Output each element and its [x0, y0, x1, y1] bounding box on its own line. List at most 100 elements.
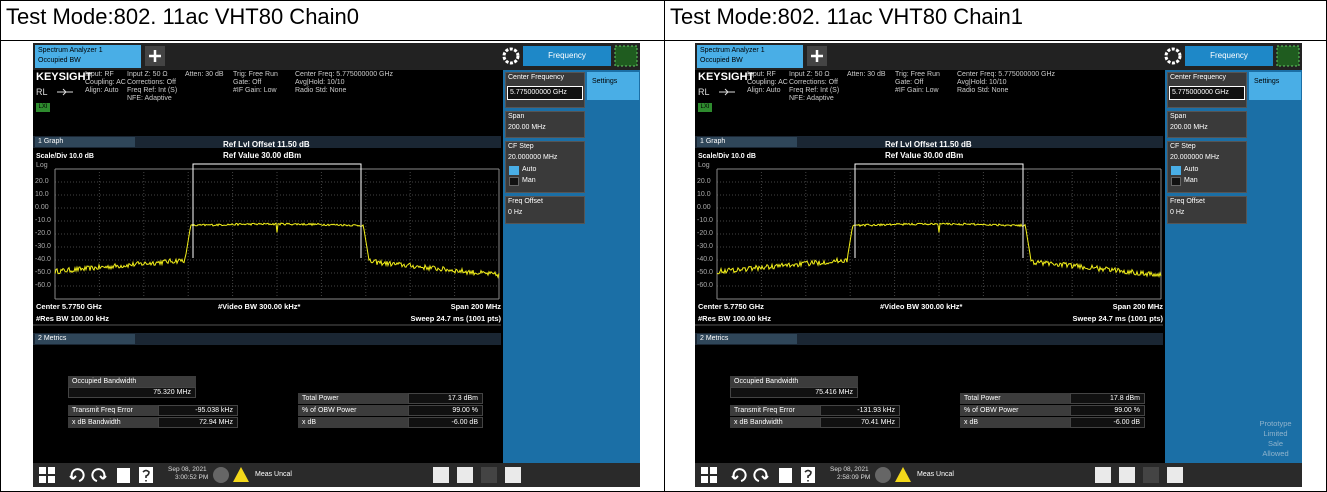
info-text: Input Z: 50 Ω	[789, 71, 830, 78]
menu-button: Frequency	[523, 46, 611, 66]
side-label: Center Frequency	[508, 74, 564, 81]
status-text: Meas Uncal	[917, 471, 954, 478]
metric-value: -131.93 kHz	[820, 405, 900, 416]
y-label: -30.0	[35, 243, 51, 250]
side-label: CF Step	[1170, 143, 1196, 150]
menu-button: Frequency	[1185, 46, 1273, 66]
y-label: -20.0	[697, 230, 713, 237]
undo-icon	[732, 469, 746, 481]
redo-icon	[754, 469, 768, 481]
metrics-tab: 2 Metrics	[35, 334, 135, 344]
info-text: Coupling: AC	[85, 79, 126, 86]
side-value: 0 Hz	[508, 209, 522, 216]
metric-value: 75.320 MHz	[68, 387, 196, 398]
status-text: Meas Uncal	[255, 471, 292, 478]
header-cell: Test Mode:802. 11ac VHT80 Chain1	[670, 4, 1023, 30]
side-option: Auto	[522, 166, 536, 173]
info-text: Trig: Free Run	[895, 71, 940, 78]
y-label: -10.0	[35, 217, 51, 224]
info-text: Atten: 30 dB	[847, 71, 886, 78]
y-label: -50.0	[697, 269, 713, 276]
status-time: 3:00:52 PM	[175, 474, 208, 481]
info-text: Atten: 30 dB	[185, 71, 224, 78]
metric-label: Total Power	[960, 393, 1070, 404]
center-label: Center 5.7750 GHz	[698, 302, 764, 311]
info-text: Corrections: Off	[789, 79, 838, 86]
info-text: Corrections: Off	[127, 79, 176, 86]
side-value: 200.00 MHz	[508, 124, 546, 131]
file-icon	[117, 468, 130, 483]
metric-label: Transmit Freq Error	[68, 405, 158, 416]
toolbar-icon	[457, 467, 473, 483]
metric-value: 75.416 MHz	[730, 387, 858, 398]
video-bw: #Video BW 300.00 kHz*	[218, 302, 300, 311]
info-text: Avg|Hold: 10/10	[957, 79, 1007, 86]
message-icon	[875, 467, 891, 483]
y-label: 10.0	[697, 191, 711, 198]
side-value: 200.00 MHz	[1170, 124, 1208, 131]
radio-off	[1171, 177, 1181, 186]
metric-label: x dB Bandwidth	[68, 417, 158, 428]
side-option: Man	[522, 177, 536, 184]
warning-icon	[233, 467, 249, 482]
y-label: -40.0	[697, 256, 713, 263]
info-text: Freq Ref: Int (S)	[127, 87, 177, 94]
metric-label: % of OBW Power	[960, 405, 1070, 416]
info-text: Center Freq: 5.775000000 GHz	[295, 71, 393, 78]
info-text: Center Freq: 5.775000000 GHz	[957, 71, 1055, 78]
center-label: Center 5.7750 GHz	[36, 302, 102, 311]
watermark: Sale	[1249, 439, 1302, 448]
ref-value: Ref Value 30.00 dBm	[885, 151, 963, 160]
side-label: CF Step	[508, 143, 534, 150]
settings-tab: Settings	[587, 72, 639, 100]
y-label: -60.0	[35, 282, 51, 289]
run-icon	[615, 46, 637, 66]
side-label: Center Frequency	[1170, 74, 1226, 81]
tab-title: Spectrum Analyzer 1	[700, 46, 765, 56]
side-label: Span	[508, 113, 524, 120]
border	[0, 0, 1, 492]
metric-value: 72.94 MHz	[158, 417, 238, 428]
y-label: -20.0	[35, 230, 51, 237]
rl-label: RL	[698, 87, 710, 97]
y-label: -40.0	[35, 256, 51, 263]
side-label: Freq Offset	[508, 198, 543, 205]
sweep-label: Sweep 24.7 ms (1001 pts)	[333, 314, 501, 323]
header-cell: Test Mode:802. 11ac VHT80 Chain0	[6, 4, 359, 30]
lxi-badge: LXI	[36, 103, 50, 112]
metric-value: -6.00 dB	[1070, 417, 1145, 428]
span-label: Span 200 MHz	[333, 302, 501, 311]
res-bw: #Res BW 100.00 kHz	[36, 314, 109, 323]
side-value: 0 Hz	[1170, 209, 1184, 216]
toolbar-icon	[433, 467, 449, 483]
radio-on	[1171, 166, 1181, 175]
res-bw: #Res BW 100.00 kHz	[698, 314, 771, 323]
metric-label: Transmit Freq Error	[730, 405, 820, 416]
metric-value: -95.038 kHz	[158, 405, 238, 416]
gear-icon	[1166, 49, 1180, 63]
watermark: Allowed	[1249, 449, 1302, 458]
warning-icon	[895, 467, 911, 482]
metrics-tab: 2 Metrics	[697, 334, 797, 344]
side-value: 5.775000000 GHz	[507, 86, 583, 100]
ref-offset: Ref Lvl Offset 11.50 dB	[885, 140, 972, 149]
metric-label: Occupied Bandwidth	[730, 376, 858, 387]
metric-label: % of OBW Power	[298, 405, 408, 416]
side-value: 20.000000 MHz	[1170, 154, 1219, 161]
metric-value: 17.3 dBm	[408, 393, 483, 404]
y-label: 0.00	[697, 204, 711, 211]
side-value: 5.775000000 GHz	[1169, 86, 1245, 100]
brand: KEYSIGHT	[698, 71, 754, 83]
side-option: Auto	[1184, 166, 1198, 173]
info-text: Align: Auto	[747, 87, 780, 94]
y-label: -10.0	[697, 217, 713, 224]
status-date: Sep 08, 2021	[168, 466, 207, 473]
metric-label: x dB	[298, 417, 408, 428]
metric-label: Total Power	[298, 393, 408, 404]
toolbar-icon	[481, 467, 497, 483]
gear-icon	[504, 49, 518, 63]
info-text: Input: RF	[85, 71, 114, 78]
info-text: Input: RF	[747, 71, 776, 78]
